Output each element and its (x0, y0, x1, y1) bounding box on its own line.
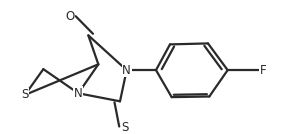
Text: F: F (260, 64, 267, 77)
Text: O: O (65, 10, 75, 23)
Text: N: N (122, 64, 131, 77)
Text: S: S (21, 88, 29, 101)
Text: N: N (74, 87, 83, 100)
Text: S: S (121, 121, 129, 134)
